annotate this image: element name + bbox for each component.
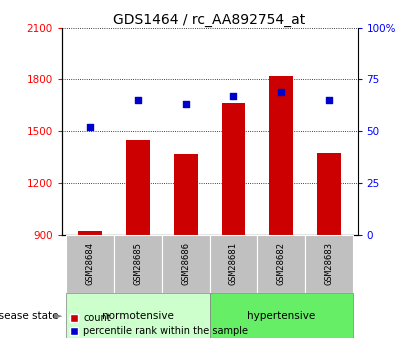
FancyBboxPatch shape: [67, 293, 210, 338]
Text: GSM28682: GSM28682: [277, 243, 286, 285]
FancyBboxPatch shape: [305, 235, 353, 293]
Point: [230, 93, 237, 99]
Text: disease state: disease state: [0, 311, 59, 321]
Text: normotensive: normotensive: [102, 311, 174, 321]
FancyBboxPatch shape: [114, 235, 162, 293]
Text: GSM28686: GSM28686: [181, 243, 190, 285]
Bar: [126, 140, 150, 235]
FancyBboxPatch shape: [257, 235, 305, 293]
Text: GSM28683: GSM28683: [324, 243, 333, 285]
Text: hypertensive: hypertensive: [247, 311, 315, 321]
Legend: count, percentile rank within the sample: count, percentile rank within the sample: [67, 309, 252, 340]
Bar: [269, 76, 293, 235]
Bar: [174, 154, 198, 235]
Point: [135, 97, 141, 103]
Point: [278, 89, 284, 95]
Title: GDS1464 / rc_AA892754_at: GDS1464 / rc_AA892754_at: [113, 12, 306, 27]
Bar: [317, 152, 341, 235]
Point: [326, 97, 332, 103]
Bar: [79, 231, 102, 235]
Point: [182, 101, 189, 107]
FancyBboxPatch shape: [67, 235, 114, 293]
FancyBboxPatch shape: [210, 235, 257, 293]
FancyBboxPatch shape: [210, 293, 353, 338]
Text: GSM28685: GSM28685: [134, 243, 143, 285]
Text: ►: ►: [53, 311, 62, 321]
Bar: [222, 104, 245, 235]
Point: [87, 124, 94, 130]
Text: GSM28684: GSM28684: [86, 243, 95, 285]
Text: GSM28681: GSM28681: [229, 243, 238, 285]
FancyBboxPatch shape: [162, 235, 210, 293]
